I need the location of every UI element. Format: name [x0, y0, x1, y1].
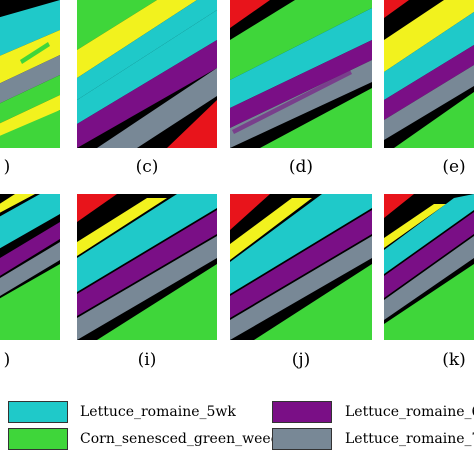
- legend-label-lettuce-6w: Lettuce_romaine_6w: [345, 404, 474, 420]
- legend-swatch-lettuce-5wk: [8, 401, 68, 423]
- caption-d: (d): [288, 157, 314, 177]
- caption-i: (i): [137, 350, 157, 370]
- caption-k: (k): [442, 350, 466, 370]
- map-panel-e: [384, 0, 474, 148]
- caption-e: (e): [442, 157, 466, 177]
- caption-j: (j): [291, 350, 311, 370]
- map-panel-c: [77, 0, 217, 148]
- caption-c: (c): [135, 157, 159, 177]
- legend-label-lettuce-7w: Lettuce_romaine_7w: [345, 431, 474, 447]
- caption-h: ): [3, 350, 11, 370]
- map-panel-d: [230, 0, 372, 148]
- caption-b: ): [3, 157, 11, 177]
- legend-swatch-lettuce-7w: [272, 428, 332, 450]
- map-panel-h: [0, 194, 60, 340]
- legend-label-corn: Corn_senesced_green_weeds: [80, 431, 287, 447]
- map-panel-j: [230, 194, 372, 340]
- legend-swatch-corn: [8, 428, 68, 450]
- map-panel-i: [77, 194, 217, 340]
- map-panel-b: [0, 0, 60, 148]
- map-panel-k: [384, 194, 474, 340]
- legend-label-lettuce-5wk: Lettuce_romaine_5wk: [80, 404, 236, 420]
- legend-swatch-lettuce-6w: [272, 401, 332, 423]
